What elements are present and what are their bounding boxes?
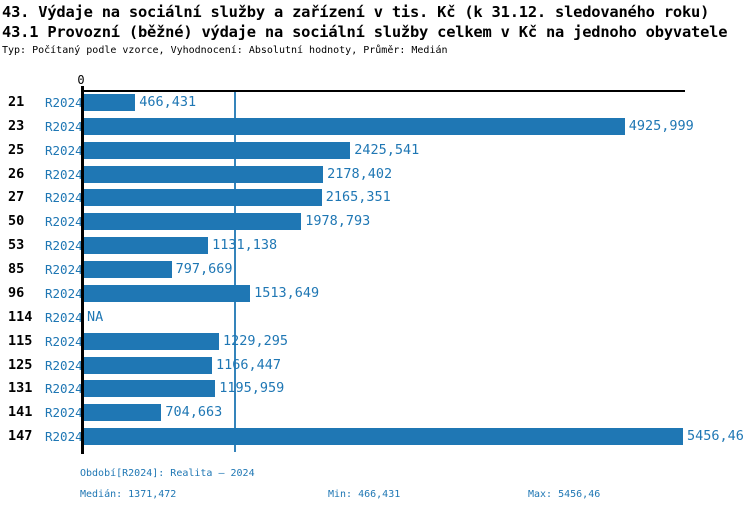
chart-row: 25 R2024 2425,541 [0,140,750,164]
row-category-label: 27 [8,189,25,206]
row-category-label: 25 [8,141,25,158]
value-bar [84,380,216,398]
value-label: 1229,295 [222,332,288,349]
value-label: 2165,351 [325,189,391,206]
row-series-label: R2024 [45,142,83,158]
row-category-label: 21 [8,94,25,110]
value-label: 1513,649 [254,284,320,301]
x-axis-zero-label: 0 [77,73,85,87]
row-category-label: 85 [8,261,25,278]
row-category-label: 53 [8,237,25,254]
value-bar [84,94,136,111]
value-label: 1978,793 [305,213,371,230]
value-label: 466,431 [139,94,197,110]
row-series-label: R2024 [45,285,83,301]
chart-row: 141 R2024 704,663 [0,402,750,426]
row-series-label: R2024 [45,357,83,373]
chart-row: 53 R2024 1131,138 [0,235,750,259]
value-bar [84,117,625,135]
footer-period-label: Období[R2024]: Realita – 2024 [80,468,255,479]
value-bar [84,428,683,446]
chart-subtitle: 43.1 Provozní (běžné) výdaje na sociální… [2,23,728,41]
chart-row: 114 R2024 NA [0,307,750,331]
value-bar [84,404,162,422]
value-label: 4925,999 [628,117,694,134]
chart-title: 43. Výdaje na sociální služby a zařízení… [2,3,710,21]
chart-row: 96 R2024 1513,649 [0,283,750,307]
row-category-label: 141 [8,404,33,421]
value-bar [84,141,351,159]
row-series-label: R2024 [45,309,83,325]
row-category-label: 96 [8,284,25,301]
value-bar [84,189,322,207]
chart-row: 147 R2024 5456,46 [0,426,750,450]
value-label: NA [87,308,104,325]
row-series-label: R2024 [45,95,83,110]
row-series-label: R2024 [45,166,83,182]
value-bar [84,165,324,183]
row-category-label: 23 [8,117,25,134]
row-series-label: R2024 [45,190,83,206]
row-series-label: R2024 [45,238,83,254]
footer-median-stat: Medián: 1371,472 [80,489,177,500]
footer-max-stat: Max: 5456,46 [528,489,601,500]
chart-meta-line: Typ: Počítaný podle vzorce, Vyhodnocení:… [2,45,448,56]
row-series-label: R2024 [45,333,83,349]
chart-row: 21 R2024 466,431 [0,92,750,116]
chart-row: 50 R2024 1978,793 [0,211,750,235]
value-label: 5456,46 [686,428,744,445]
chart-row: 131 R2024 1195,959 [0,378,750,402]
value-bar [84,237,209,255]
row-series-label: R2024 [45,429,83,445]
value-label: 1131,138 [212,237,278,254]
row-category-label: 125 [8,356,33,373]
row-category-label: 131 [8,380,33,397]
chart-row: 85 R2024 797,669 [0,259,750,283]
chart-rows: 21 R2024 466,431 23 R2024 4925,999 25 R2024 2425… [0,92,750,452]
row-category-label: 50 [8,213,25,230]
footer-min-stat: Min: 466,431 [328,489,401,500]
value-bar [84,356,213,374]
row-series-label: R2024 [45,262,83,278]
row-category-label: 115 [8,332,33,349]
row-series-label: R2024 [45,118,83,134]
row-series-label: R2024 [45,405,83,421]
row-series-label: R2024 [45,381,83,397]
chart-row: 27 R2024 2165,351 [0,187,750,211]
chart-row: 115 R2024 1229,295 [0,331,750,355]
value-bar [84,332,219,350]
value-label: 2178,402 [327,165,393,182]
y-axis-line [81,86,84,454]
value-label: 1166,447 [216,356,282,373]
value-bar [84,261,172,279]
value-label: 704,663 [165,404,223,421]
row-category-label: 147 [8,428,33,445]
chart-row: 23 R2024 4925,999 [0,116,750,140]
chart-row: 26 R2024 2178,402 [0,164,750,188]
row-category-label: 26 [8,165,25,182]
value-bar [84,284,251,302]
chart-row: 125 R2024 1166,447 [0,355,750,379]
row-category-label: 114 [8,308,33,325]
row-series-label: R2024 [45,214,83,230]
median-reference-line [233,92,236,452]
value-label: 2425,541 [354,141,420,158]
value-bar [84,213,302,231]
value-label: 797,669 [175,261,233,278]
x-axis-line [81,90,685,92]
value-label: 1195,959 [219,380,285,397]
